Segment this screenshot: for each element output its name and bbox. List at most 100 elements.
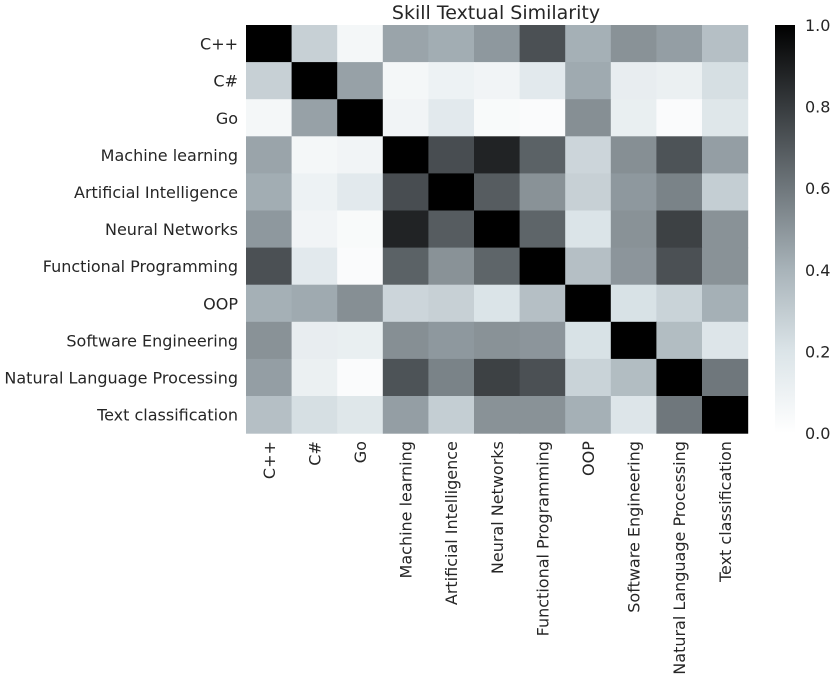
heatmap-cell — [382, 25, 429, 63]
heatmap-cell — [246, 99, 293, 137]
heatmap-cell — [382, 321, 429, 360]
heatmap-cell — [565, 247, 612, 286]
x-tick-label: Functional Programming — [533, 441, 552, 636]
heatmap-cell — [246, 396, 293, 434]
x-tick-labels: C++ C# Go Machine learning Artificial Intell… — [260, 441, 735, 675]
colorbar-gradient — [775, 25, 795, 433]
heatmap-cell — [246, 358, 293, 397]
heatmap-cell — [610, 99, 657, 137]
colorbar-tick-label: 1.0 — [805, 16, 830, 35]
y-tick-label: Go — [216, 109, 238, 128]
x-tick-label: Natural Language Processing — [670, 441, 689, 675]
heatmap-cell — [702, 99, 749, 137]
heatmap-cell — [428, 210, 475, 249]
heatmap-cell — [565, 321, 612, 360]
heatmap-cell — [337, 247, 384, 286]
heatmap-cell — [610, 321, 657, 360]
heatmap-cell — [474, 210, 521, 249]
heatmap-cell — [519, 321, 566, 360]
heatmap-cell — [246, 173, 293, 212]
heatmap-cell — [291, 136, 338, 174]
heatmap-cell — [610, 25, 657, 63]
heatmap-cell — [610, 247, 657, 286]
heatmap-cell — [656, 25, 703, 63]
colorbar-tick-label: 0.6 — [805, 179, 830, 198]
heatmap-cell — [291, 25, 338, 63]
heatmap-cell — [519, 247, 566, 286]
heatmap-cell — [291, 99, 338, 137]
heatmap-cell — [656, 321, 703, 360]
heatmap-cell — [565, 173, 612, 212]
heatmap-cell — [246, 284, 293, 323]
y-tick-label: Text classification — [96, 406, 238, 425]
heatmap-cell — [610, 62, 657, 100]
heatmap-cell — [246, 247, 293, 286]
heatmap-cell — [337, 99, 384, 137]
heatmap-cell — [565, 210, 612, 249]
heatmap-cell — [565, 25, 612, 63]
heatmap-cell — [702, 358, 749, 397]
heatmap-cell — [565, 136, 612, 174]
heatmap-cell — [519, 25, 566, 63]
heatmap-cell — [474, 284, 521, 323]
heatmap-cell — [702, 173, 749, 212]
heatmap-cell — [382, 173, 429, 212]
heatmap-cell — [428, 396, 475, 434]
x-tick-label: Machine learning — [397, 441, 416, 578]
heatmap-cell — [382, 136, 429, 174]
heatmap-cell — [382, 210, 429, 249]
heatmap-cell — [702, 25, 749, 63]
heatmap-cells — [246, 25, 749, 434]
heatmap-cell — [702, 62, 749, 100]
heatmap-cell — [474, 136, 521, 174]
heatmap-cell — [519, 173, 566, 212]
heatmap-cell — [519, 136, 566, 174]
heatmap-cell — [519, 210, 566, 249]
heatmap-cell — [565, 396, 612, 434]
heatmap-cell — [702, 210, 749, 249]
heatmap-cell — [337, 25, 384, 63]
heatmap-cell — [337, 321, 384, 360]
heatmap-cell — [656, 173, 703, 212]
heatmap-cell — [382, 99, 429, 137]
heatmap-cell — [382, 247, 429, 286]
heatmap-cell — [428, 321, 475, 360]
heatmap-cell — [519, 358, 566, 397]
colorbar-tick-label: 0.4 — [805, 261, 830, 280]
heatmap-cell — [702, 321, 749, 360]
heatmap-cell — [246, 25, 293, 63]
heatmap-cell — [565, 358, 612, 397]
heatmap-cell — [337, 136, 384, 174]
heatmap-cell — [610, 173, 657, 212]
heatmap-cell — [474, 247, 521, 286]
heatmap-cell — [610, 136, 657, 174]
heatmap-cell — [382, 396, 429, 434]
heatmap-cell — [246, 210, 293, 249]
heatmap-cell — [702, 247, 749, 286]
heatmap-cell — [337, 358, 384, 397]
heatmap-cell — [519, 62, 566, 100]
heatmap-cell — [610, 396, 657, 434]
heatmap-cell — [291, 321, 338, 360]
x-tick-label: C# — [305, 441, 324, 466]
x-tick-label: Software Engineering — [625, 441, 644, 613]
heatmap-cell — [428, 136, 475, 174]
heatmap-cell — [656, 358, 703, 397]
colorbar-tick-label: 0.0 — [805, 424, 830, 443]
heatmap-cell — [382, 284, 429, 323]
heatmap-cell — [337, 62, 384, 100]
heatmap-cell — [337, 173, 384, 212]
heatmap-cell — [656, 136, 703, 174]
heatmap-cell — [246, 62, 293, 100]
y-tick-label: Functional Programming — [43, 257, 238, 276]
heatmap-cell — [428, 284, 475, 323]
heatmap-cell — [474, 173, 521, 212]
heatmap-cell — [428, 247, 475, 286]
heatmap-cell — [474, 396, 521, 434]
heatmap-cell — [656, 284, 703, 323]
heatmap-cell — [246, 321, 293, 360]
heatmap-cell — [291, 358, 338, 397]
heatmap-cell — [474, 62, 521, 100]
heatmap-cell — [428, 25, 475, 63]
